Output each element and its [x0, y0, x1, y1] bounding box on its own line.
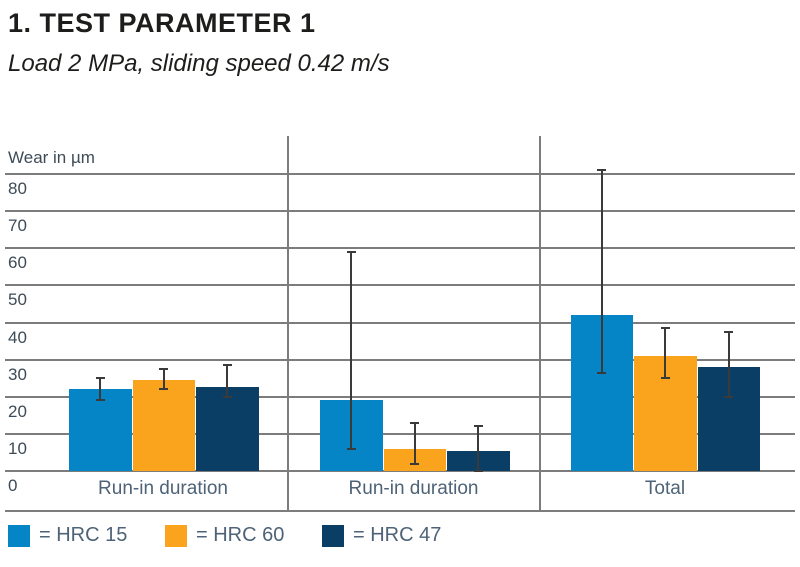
y-gridline [5, 470, 795, 472]
y-tick-label: 30 [8, 364, 27, 384]
bar-hrc-60 [132, 380, 195, 471]
y-gridline [5, 395, 795, 398]
y-tick-label: 10 [8, 438, 27, 458]
y-gridline [5, 432, 795, 435]
category-row-border [5, 510, 795, 512]
group-divider [539, 136, 541, 512]
error-bar-cap-bottom [660, 377, 670, 380]
y-tick-label: 20 [8, 401, 27, 421]
error-bar-cap-top [159, 367, 169, 370]
y-gridline [5, 247, 795, 250]
group-divider [287, 136, 289, 512]
y-gridline [5, 173, 795, 175]
y-tick-label: 0 [8, 476, 18, 495]
error-bar-cap-bottom [222, 395, 232, 398]
y-gridline [5, 321, 795, 324]
y-tick-label: 80 [8, 179, 27, 198]
y-tick-label: 70 [8, 216, 27, 236]
error-bar [664, 328, 667, 379]
y-axis-label: Wear in µm [8, 148, 95, 167]
error-bar [350, 251, 353, 449]
error-bar [226, 365, 229, 397]
legend-swatch [8, 524, 30, 547]
error-bar [413, 422, 416, 464]
legend-swatch [322, 524, 344, 547]
error-bar-cap-top [410, 421, 420, 424]
legend-item-hrc-15: = HRC 15 [8, 524, 127, 547]
error-bar-cap-bottom [724, 395, 734, 398]
error-bar-cap-bottom [410, 462, 420, 465]
error-bar-cap-top [346, 250, 356, 253]
bar-hrc-47 [196, 387, 259, 471]
error-bar [727, 331, 730, 397]
error-bar-cap-bottom [346, 447, 356, 450]
error-bar [477, 426, 480, 471]
y-tick-label: 60 [8, 253, 27, 273]
legend-label: = HRC 15 [39, 524, 128, 546]
legend-label: = HRC 60 [196, 524, 285, 546]
error-bar-cap-top [724, 330, 734, 333]
error-bar [162, 368, 165, 390]
error-bar-cap-top [660, 327, 670, 330]
y-tick-label: 50 [8, 290, 27, 310]
error-bar-cap-bottom [159, 388, 169, 391]
bar-hrc-15 [69, 389, 132, 471]
y-tick-label: 40 [8, 327, 27, 347]
error-bar-cap-top [597, 169, 607, 172]
error-bar-cap-bottom [473, 470, 483, 472]
y-gridline [5, 284, 795, 287]
category-label: Run-in duration [348, 478, 479, 499]
page-title: 1. TEST PARAMETER 1 [8, 8, 316, 38]
legend-label: = HRC 47 [353, 524, 442, 546]
chart-subtitle: Load 2 MPa, sliding speed 0.42 m/s [8, 50, 390, 77]
y-gridline [5, 210, 795, 213]
legend-item-hrc-47: = HRC 47 [322, 524, 441, 547]
error-bar-cap-top [95, 377, 105, 380]
error-bar-cap-bottom [597, 371, 607, 374]
error-bar [99, 378, 102, 401]
category-label: Run-in duration [98, 478, 228, 499]
error-bar-cap-top [473, 425, 483, 428]
category-label: Total [644, 478, 686, 499]
y-gridline [5, 358, 795, 361]
error-bar [600, 170, 603, 373]
error-bar-cap-bottom [95, 399, 105, 402]
legend-swatch [165, 524, 187, 547]
legend-item-hrc-60: = HRC 60 [165, 524, 284, 547]
error-bar-cap-top [222, 364, 232, 367]
